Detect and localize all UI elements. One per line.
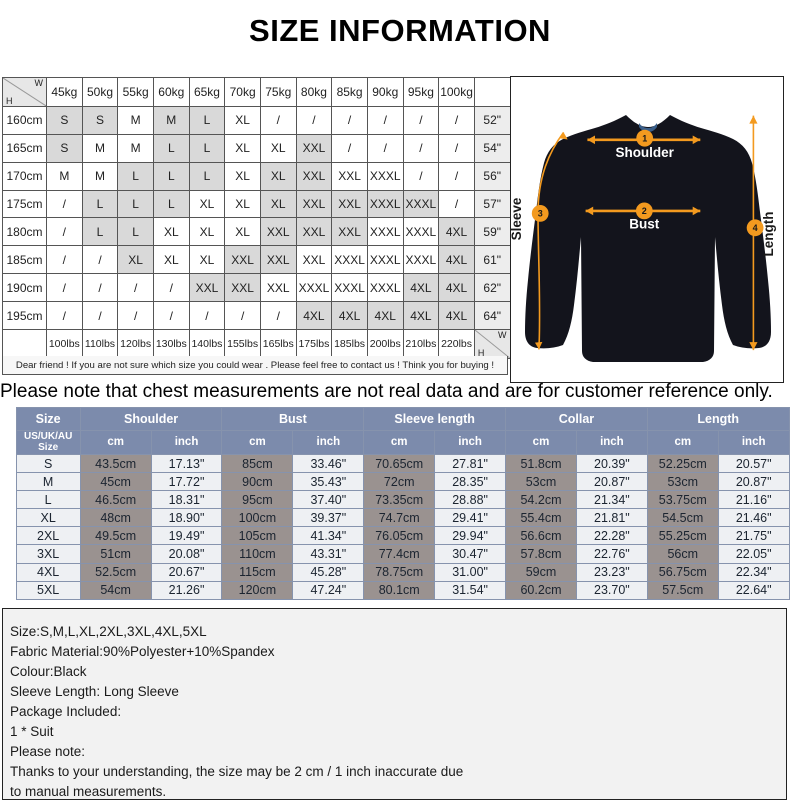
svg-text:2: 2 (642, 206, 647, 216)
svg-text:1: 1 (642, 134, 647, 144)
svg-text:Shoulder: Shoulder (615, 145, 674, 160)
svg-text:3: 3 (538, 209, 543, 219)
svg-text:Sleeve: Sleeve (511, 197, 524, 240)
svg-text:Bust: Bust (629, 217, 660, 232)
svg-text:4: 4 (753, 223, 758, 233)
svg-text:Length: Length (761, 212, 776, 257)
